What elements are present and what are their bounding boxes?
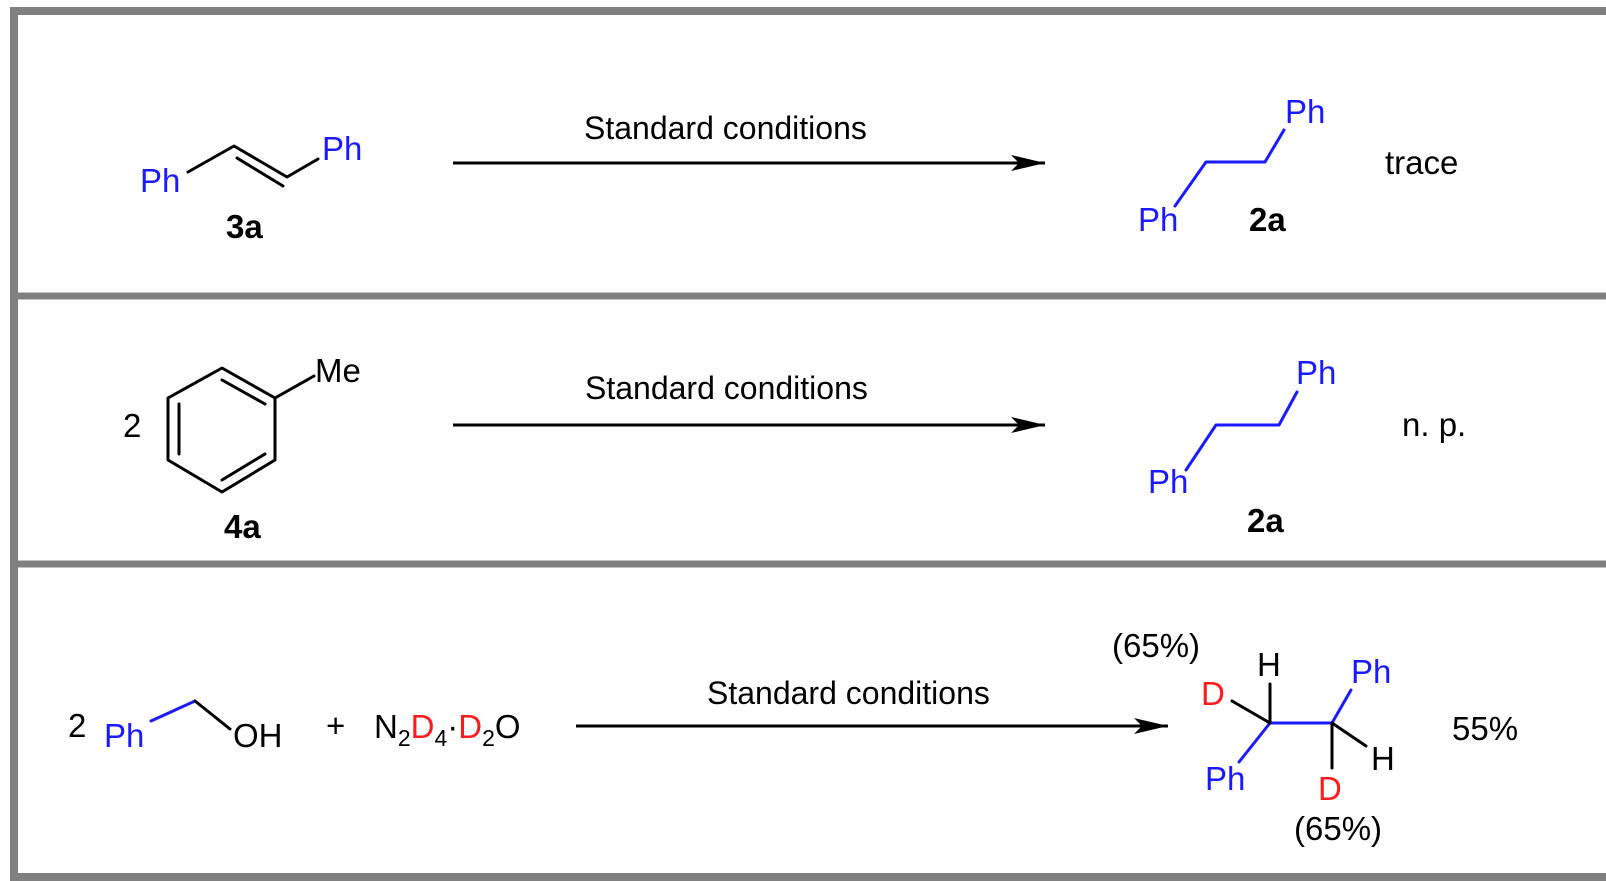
group-oh: OH [233, 717, 283, 754]
group-ph-bottom: Ph [1148, 463, 1188, 500]
ring-inner-bond-2 [220, 452, 267, 482]
product-bibenzyl: Ph Ph 2a [1148, 354, 1336, 539]
reagent-hydrazine-hydrate: N2D4·D2O [374, 708, 521, 751]
compound-label-4a: 4a [224, 508, 261, 545]
atom-h-right: H [1371, 740, 1395, 777]
reactant-benzyl-alcohol: Ph OH [104, 699, 283, 754]
deuteration-percent-bottom: (65%) [1294, 810, 1382, 847]
group-ph-top: Ph [1285, 93, 1325, 130]
stilbene-double-bond [235, 156, 285, 188]
atom-d-left: D [1201, 675, 1225, 712]
conditions-label: Standard conditions [585, 370, 868, 406]
reagent-d2: D [458, 708, 482, 745]
panel-2: 2 Me 4a Standard conditions Ph Ph 2a n. … [123, 352, 1466, 545]
compound-label-2a: 2a [1249, 201, 1286, 238]
reagent-dot: · [447, 708, 458, 745]
reagent-d-subscript: 4 [434, 725, 447, 751]
compound-label-3a: 3a [226, 208, 263, 245]
reagent-n: N [374, 708, 398, 745]
benzene-ring [166, 366, 277, 494]
benzyl-bond-oh [193, 699, 232, 731]
group-ph-top: Ph [1351, 653, 1391, 690]
bibenzyl-bonds [1173, 128, 1286, 208]
conditions-label: Standard conditions [707, 675, 990, 711]
coefficient: 2 [123, 407, 141, 444]
panel-1: Ph Ph 3a Standard conditions Ph Ph 2a tr… [140, 93, 1458, 245]
product-carbon-chain [1237, 688, 1353, 764]
group-ph-top: Ph [1296, 354, 1336, 391]
reagent-n-subscript: 2 [398, 725, 411, 751]
coefficient: 2 [68, 707, 86, 744]
group-ph-bottom: Ph [1138, 201, 1178, 238]
group-ph: Ph [104, 717, 144, 754]
compound-label-2a: 2a [1247, 502, 1284, 539]
deuteration-percent-top: (65%) [1112, 627, 1200, 664]
group-me: Me [315, 352, 361, 389]
reactant-toluene: Me 4a [166, 352, 361, 545]
product-deuterated-bibenzyl: H D Ph H Ph D (65%) (65%) [1112, 627, 1395, 847]
atom-d-bottom: D [1318, 770, 1342, 807]
reagent-d2-subscript: 2 [482, 725, 495, 751]
group-ph-right: Ph [322, 130, 362, 167]
atom-h-top: H [1257, 646, 1281, 683]
methyl-bond [273, 374, 316, 400]
bond-h-right [1330, 721, 1368, 748]
product-bibenzyl: Ph Ph 2a [1138, 93, 1325, 238]
bond-d-left [1230, 699, 1272, 725]
panel-3: 2 Ph OH + N2D4·D2O Standard conditions H… [68, 627, 1518, 847]
ring-inner-bond-1 [220, 378, 267, 406]
plus-sign: + [326, 707, 345, 744]
conditions-label: Standard conditions [584, 110, 867, 146]
group-ph-left: Ph [140, 162, 180, 199]
result-yield: trace [1385, 144, 1458, 181]
result-yield: 55% [1452, 710, 1518, 747]
scheme-frame [10, 7, 1606, 881]
group-ph-bottom: Ph [1205, 760, 1245, 797]
reagent-d: D [411, 708, 435, 745]
reactant-stilbene: Ph Ph 3a [140, 130, 362, 245]
benzyl-bond-ph [149, 699, 197, 723]
reagent-o: O [495, 708, 521, 745]
result-yield: n. p. [1402, 406, 1466, 443]
bibenzyl-bonds [1184, 390, 1299, 472]
stilbene-bonds [186, 144, 320, 179]
